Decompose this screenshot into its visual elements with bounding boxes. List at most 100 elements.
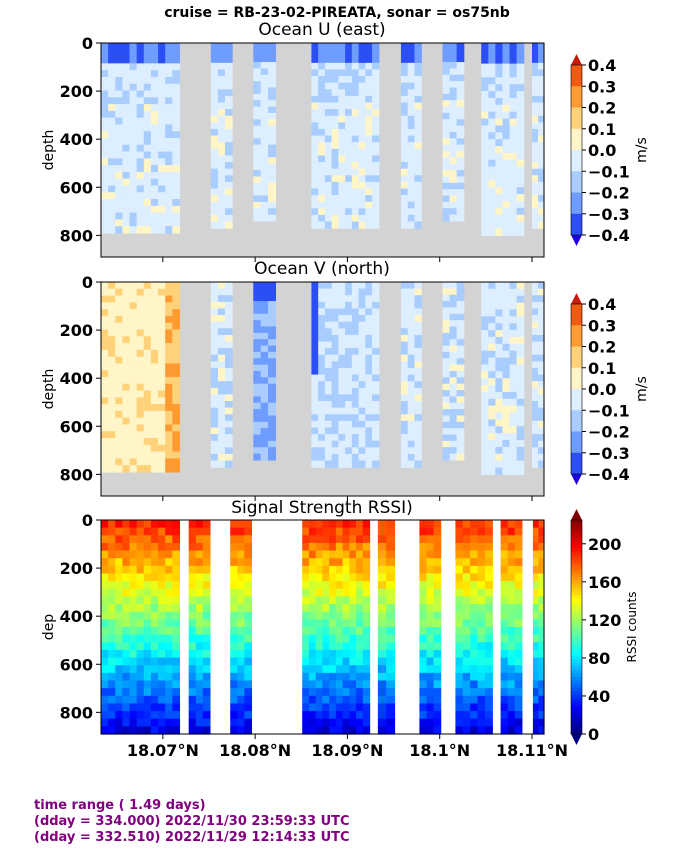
heatmap-cell	[108, 657, 116, 666]
heatmap-cell	[538, 434, 545, 442]
panel-title-ocean-u: Ocean U (east)	[258, 20, 385, 40]
heatmap-cell	[150, 76, 159, 85]
heatmap-cell	[224, 295, 233, 303]
heatmap-cell	[101, 356, 109, 365]
heatmap-cell	[372, 321, 380, 329]
heatmap-cell	[481, 378, 489, 386]
heatmap-cell	[244, 695, 253, 705]
heatmap-cell	[455, 588, 464, 598]
heatmap-cell	[129, 657, 138, 666]
heatmap-cell	[481, 412, 489, 420]
heatmap-cell	[115, 397, 123, 405]
heatmap-ocean-v	[101, 282, 545, 496]
heatmap-cell	[136, 151, 145, 159]
heatmap-cell	[210, 414, 219, 422]
heatmap-cell	[210, 367, 219, 376]
heatmap-cell	[386, 581, 396, 590]
heatmap-cell	[335, 695, 344, 705]
heatmap-cell	[470, 542, 479, 552]
heatmap-cell	[372, 76, 380, 84]
heatmap-cell	[217, 175, 226, 183]
heatmap-cell	[150, 329, 159, 337]
heatmap-cell	[302, 726, 310, 735]
heatmap-cell	[532, 440, 539, 448]
heatmap-cell	[386, 711, 396, 720]
heatmap-cell	[129, 397, 138, 405]
heatmap-cell	[456, 163, 465, 171]
heatmap-cell	[365, 148, 373, 157]
colorbar-band	[571, 709, 582, 714]
heatmap-cell	[351, 387, 360, 396]
heatmap-cell	[302, 642, 310, 651]
heatmap-cell	[136, 611, 145, 620]
heatmap-cell	[143, 596, 152, 605]
heatmap-cell	[509, 295, 518, 304]
heatmap-cell	[365, 168, 373, 176]
heatmap-cell	[143, 703, 152, 712]
heatmap-cell	[172, 657, 181, 666]
heatmap-cell	[538, 367, 545, 376]
heatmap-cell	[456, 182, 465, 190]
heatmap-cell	[372, 334, 380, 343]
heatmap-cell	[143, 97, 152, 105]
heatmap-cell	[495, 118, 504, 127]
heatmap-cell	[500, 695, 509, 705]
heatmap-cell	[224, 56, 233, 64]
heatmap-cell	[230, 627, 238, 636]
heatmap-cell	[516, 316, 525, 324]
heatmap-cell	[253, 428, 262, 436]
heatmap-cell	[400, 407, 409, 415]
heatmap-cell	[224, 162, 233, 170]
heatmap-cell	[516, 440, 525, 448]
heatmap-cell	[122, 695, 131, 705]
heatmap-cell	[338, 315, 346, 323]
heatmap-cell	[442, 176, 451, 184]
axes-frame-rssi	[100, 519, 545, 735]
heatmap-cell	[101, 131, 109, 139]
heatmap-cell	[507, 520, 516, 529]
heatmap-cell	[358, 348, 366, 356]
heatmap-cell	[268, 81, 277, 89]
heatmap-cell	[365, 295, 373, 303]
heatmap-cell	[224, 367, 233, 376]
heatmap-cell	[507, 688, 516, 697]
heatmap-cell	[481, 132, 489, 140]
heatmap-cell	[230, 672, 238, 682]
heatmap-cell	[129, 76, 138, 85]
heatmap-cell	[172, 212, 181, 220]
heatmap-cell	[331, 56, 339, 64]
heatmap-cell	[433, 726, 442, 735]
heatmap-cell	[324, 115, 333, 123]
heatmap-cell	[302, 558, 310, 567]
heatmap-cell	[165, 212, 173, 220]
heatmap-cell	[481, 118, 489, 127]
heatmap-cell	[462, 619, 471, 628]
heatmap-cell	[318, 301, 326, 310]
heatmap-cell	[129, 550, 138, 559]
colorbar-label-ocean-v: m/s	[634, 376, 650, 402]
heatmap-cell	[488, 419, 496, 427]
heatmap-cell	[358, 447, 366, 455]
heatmap-cell	[338, 122, 346, 130]
y-tick-label: 400	[60, 130, 93, 149]
heatmap-cell	[237, 665, 245, 674]
heatmap-cell	[268, 74, 277, 82]
heatmap-cell	[311, 288, 319, 296]
heatmap-cell	[324, 315, 333, 323]
heatmap-cell	[244, 718, 253, 727]
heatmap-cell	[268, 68, 277, 76]
heatmap-cell	[532, 401, 539, 409]
heatmap-cell	[414, 447, 422, 455]
y-tick-label: 800	[60, 226, 93, 245]
heatmap-cell	[172, 417, 181, 426]
heatmap-cell	[122, 97, 131, 105]
heatmap-cell	[122, 212, 131, 220]
heatmap-cell	[165, 56, 173, 64]
heatmap-cell	[538, 642, 545, 651]
heatmap-cell	[455, 619, 464, 628]
heatmap-cell	[477, 527, 486, 536]
heatmap-cell	[318, 394, 326, 402]
heatmap-cell	[188, 550, 197, 559]
heatmap-cell	[329, 520, 337, 529]
heatmap-cell	[329, 718, 337, 727]
